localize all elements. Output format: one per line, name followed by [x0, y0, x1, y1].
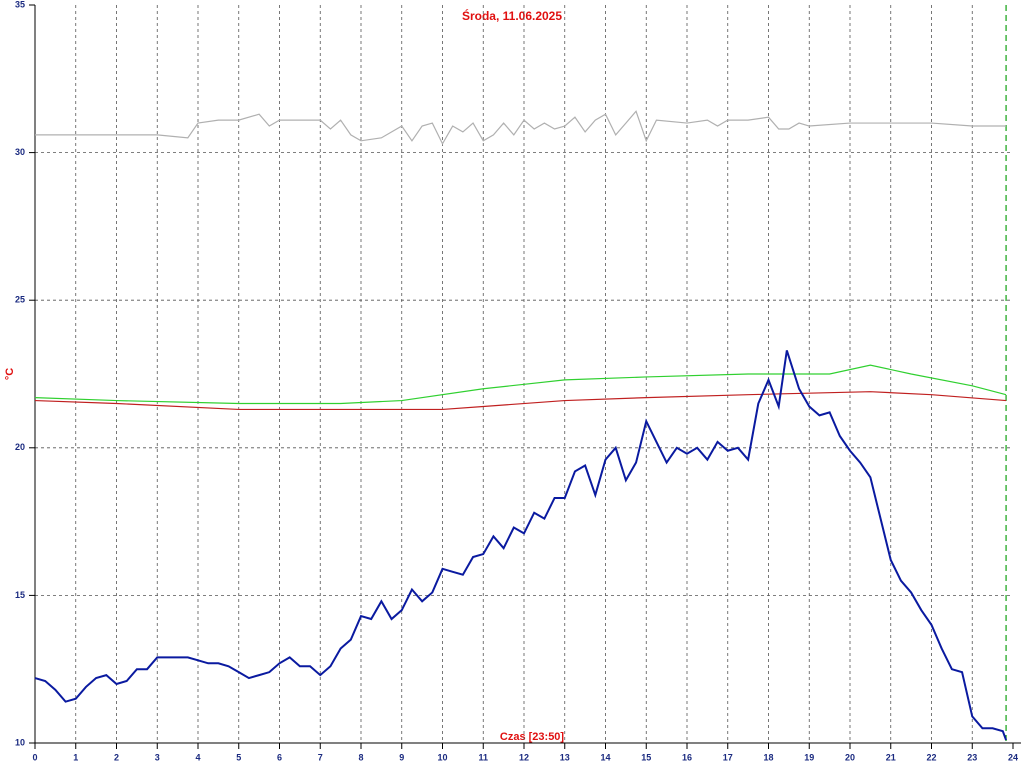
y-tick-label: 15: [15, 590, 25, 600]
x-tick-label: 16: [682, 752, 692, 762]
series-line: [34, 391, 1007, 411]
x-tick-label: 22: [926, 752, 936, 762]
y-tick-label: 20: [15, 442, 25, 452]
series-line: [35, 110, 1007, 146]
chart-title: Środa, 11.06.2025: [462, 8, 562, 23]
x-tick-label: 9: [399, 752, 404, 762]
x-tick-label: 17: [723, 752, 733, 762]
y-tick-label: 25: [15, 295, 25, 305]
x-tick-label: 12: [519, 752, 529, 762]
x-tick-label: 6: [277, 752, 282, 762]
x-axis-label: Czas [23:50]: [500, 731, 565, 743]
x-tick-label: 7: [318, 752, 323, 762]
x-tick-label: 5: [236, 752, 241, 762]
x-tick-label: 2: [114, 752, 119, 762]
x-tick-label: 18: [763, 752, 773, 762]
x-tick-label: 0: [32, 752, 37, 762]
x-tick-label: 15: [641, 752, 651, 762]
y-tick-label: 10: [15, 737, 25, 747]
x-tick-label: 4: [195, 752, 200, 762]
y-tick-label: 35: [15, 0, 25, 9]
series-line: [34, 364, 1007, 405]
y-tick-label: 30: [15, 147, 25, 157]
x-tick-label: 20: [845, 752, 855, 762]
x-tick-label: 23: [967, 752, 977, 762]
x-tick-label: 19: [804, 752, 814, 762]
x-tick-label: 3: [155, 752, 160, 762]
x-tick-label: 24: [1008, 752, 1018, 762]
x-tick-label: 14: [600, 752, 610, 762]
x-tick-label: 21: [886, 752, 896, 762]
x-tick-label: 1: [73, 752, 78, 762]
series-line: [34, 350, 1008, 741]
y-axis-label: °C: [4, 368, 16, 380]
x-tick-label: 11: [478, 752, 488, 762]
x-tick-label: 10: [437, 752, 447, 762]
x-tick-label: 13: [560, 752, 570, 762]
x-tick-label: 8: [358, 752, 363, 762]
